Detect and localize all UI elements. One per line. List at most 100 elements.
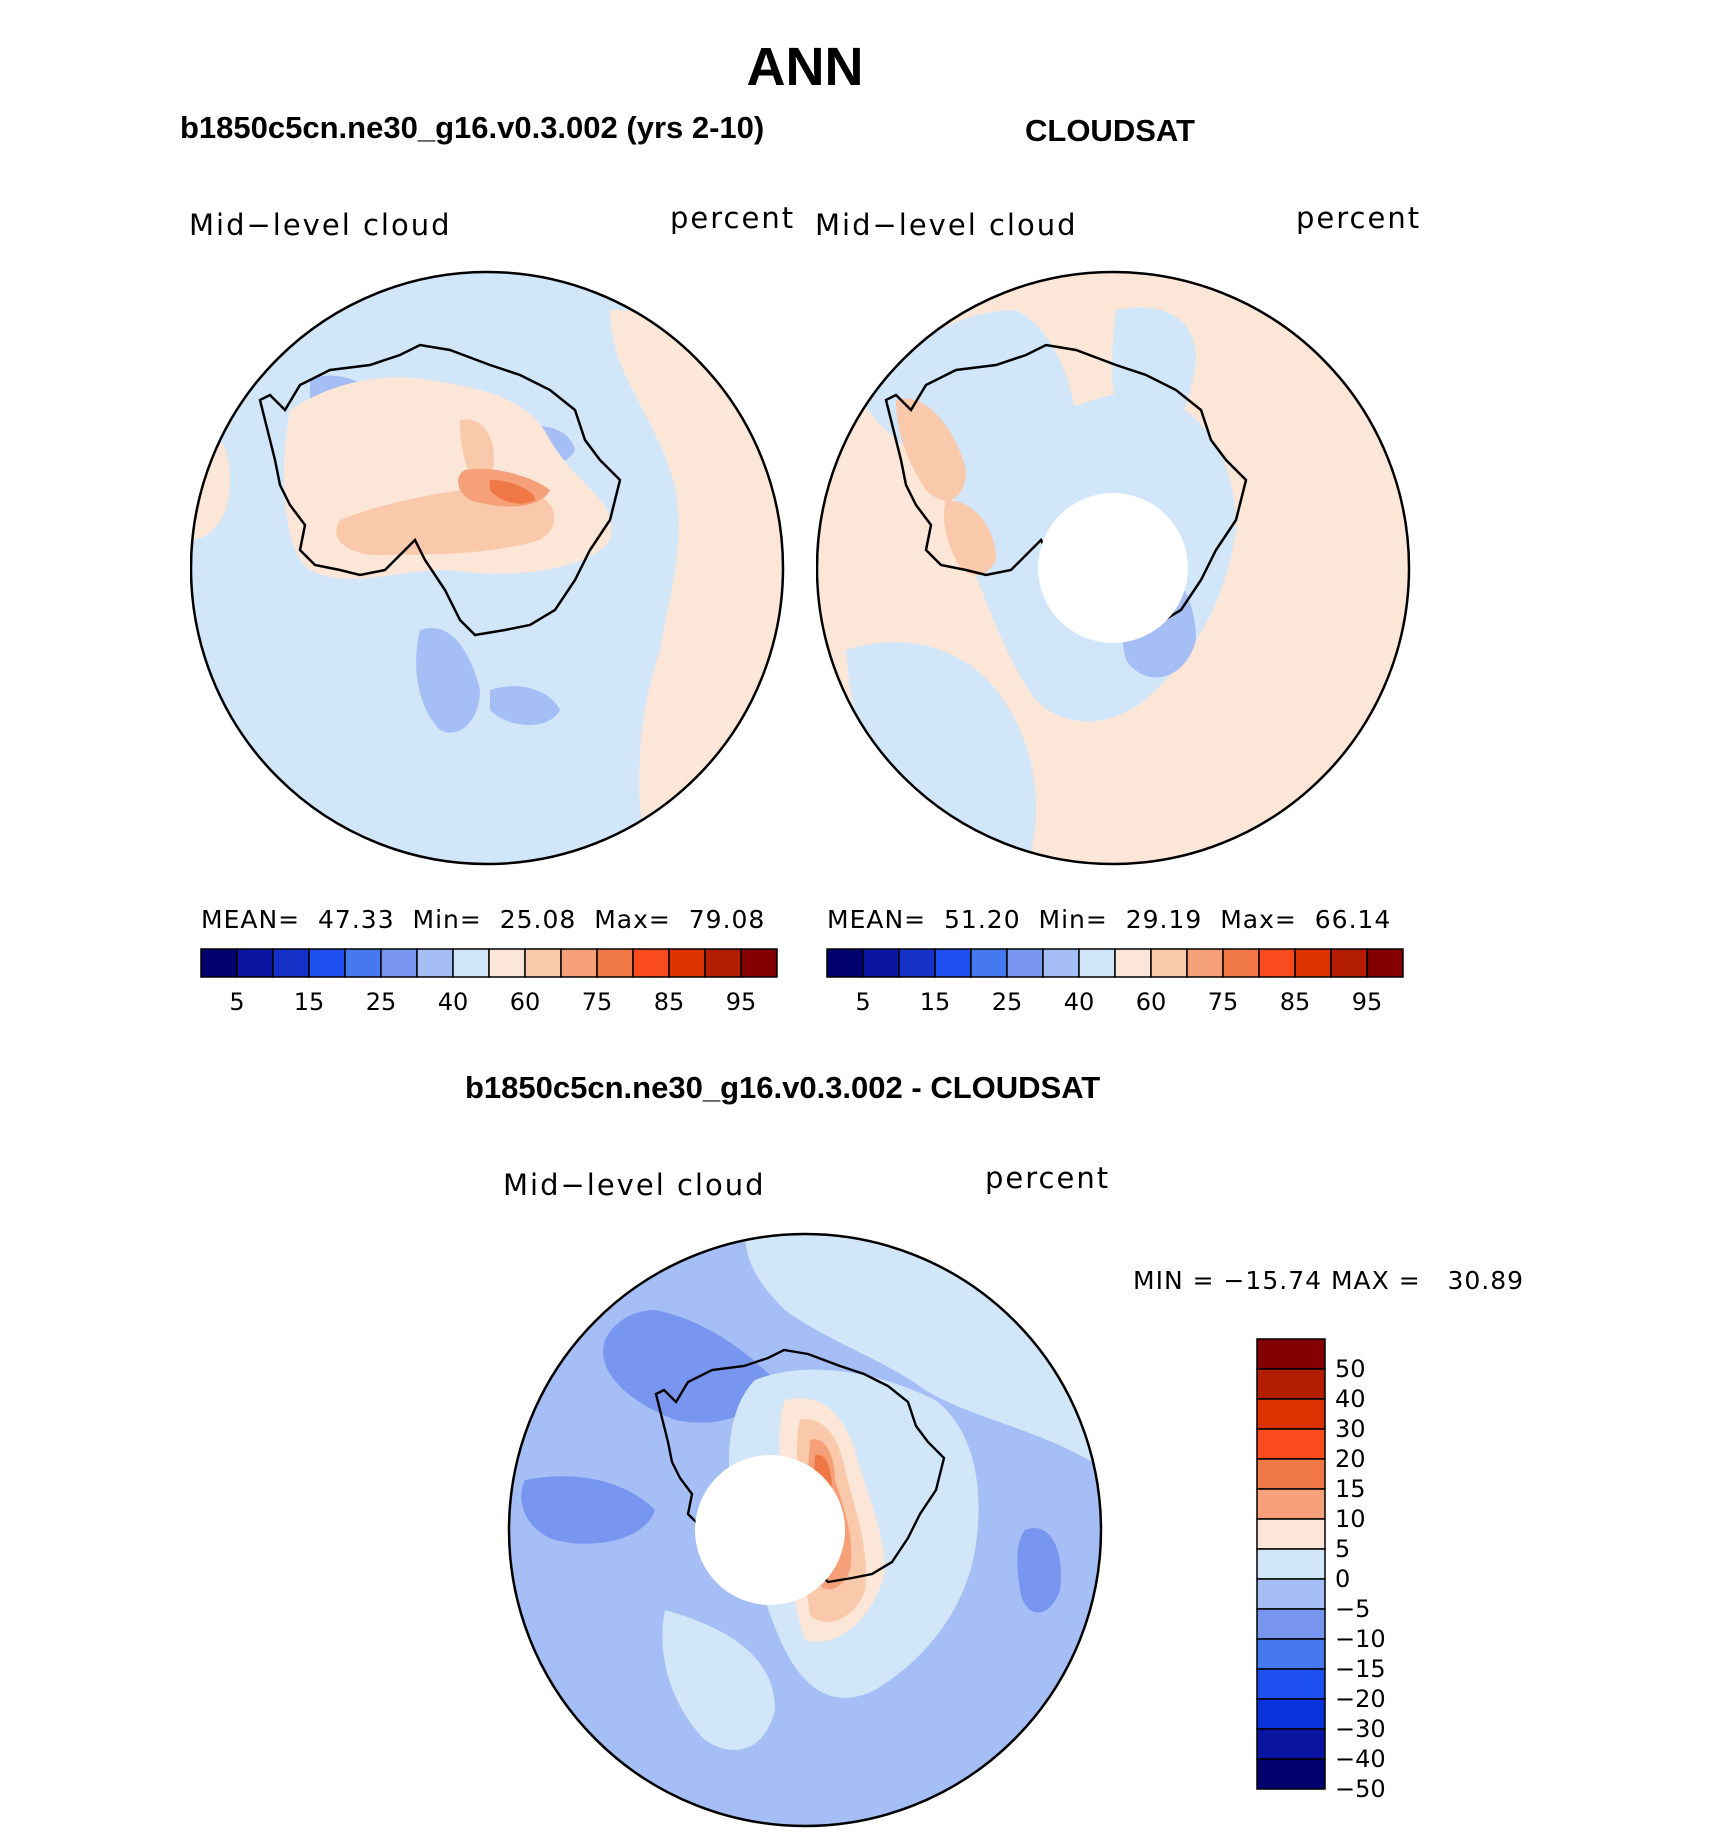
panel3-units-label: percent [985, 1161, 1111, 1195]
panel1-min-value: 25.08 [499, 905, 577, 934]
panel2-peninsula-patch-b [944, 500, 996, 575]
panel3-colorbar-swatch-1 [1256, 1368, 1326, 1400]
panel3-colorbar-swatch-2 [1256, 1398, 1326, 1430]
panel3-negative-patch-a [603, 1310, 775, 1423]
panel2-colorbar-swatch-2 [898, 948, 936, 978]
panel3-map-border [507, 1232, 1103, 1828]
panel2-colorbar-tick-label-4: 60 [1136, 988, 1167, 1016]
panel1-colorbar: 5 15 25 40 60 75 85 95 [200, 948, 778, 1016]
panel2-colorbar-swatch-12 [1258, 948, 1296, 978]
panel1-colorbar-tick-label-5: 75 [582, 988, 613, 1016]
panel3-variable-label: Mid−level cloud [503, 1168, 766, 1202]
panel1-colorbar-swatch-0 [200, 948, 238, 978]
panel3-colorbar-swatch-12 [1256, 1698, 1326, 1730]
panel2-colorbar-tick-label-6: 85 [1280, 988, 1311, 1016]
panel1-colorbar-swatch-1 [236, 948, 274, 978]
panel1-colorbar-tick-label-3: 40 [438, 988, 469, 1016]
panel1-colorbar-tick-label-1: 15 [294, 988, 325, 1016]
panel2-max-value: 66.14 [1314, 905, 1392, 934]
panel2-colorbar-swatch-6 [1042, 948, 1080, 978]
panel3-colorbar-swatch-13 [1256, 1728, 1326, 1760]
panel3-colorbar-tick-label-6: 5 [1335, 1535, 1350, 1563]
panel1-colorbar-swatch-8 [488, 948, 526, 978]
panel1-map [190, 270, 785, 866]
panel2-colorbar-swatch-3 [934, 948, 972, 978]
panel1-colorbar-swatch-5 [380, 948, 418, 978]
panel2-variable-label: Mid−level cloud [815, 208, 1078, 242]
panel1-max-label: Max= [594, 905, 671, 934]
figure-title: ANN [746, 37, 864, 97]
panel3-colorbar-tick-label-10: −15 [1335, 1655, 1386, 1683]
panel2-colorbar-swatch-1 [862, 948, 900, 978]
panel3-coastline [654, 1348, 946, 1584]
panel2-map [816, 270, 1411, 866]
panel2-colorbar-swatch-10 [1186, 948, 1224, 978]
panel2-mean-value: 51.20 [944, 905, 1021, 934]
panel2-colorbar-swatch-7 [1078, 948, 1116, 978]
panel3-colorbar-tick-label-13: −40 [1335, 1745, 1386, 1773]
panel3-colorbar-tick-label-0: 50 [1335, 1355, 1366, 1383]
panel1-colorbar-tick-label-7: 95 [726, 988, 757, 1016]
panel3-colorbar-tick-label-7: 0 [1335, 1565, 1350, 1593]
panel1-colorbar-swatch-13 [668, 948, 706, 978]
panel2-colorbar-swatch-11 [1222, 948, 1260, 978]
panel1-mean-label: MEAN= [201, 905, 301, 934]
panel3-colorbar-swatch-6 [1256, 1518, 1326, 1550]
panel2-colorbar-swatch-9 [1150, 948, 1188, 978]
panel3-light-blue-south [662, 1610, 775, 1750]
panel2-map-border [816, 270, 1411, 866]
panel2-mean-label: MEAN= [827, 905, 927, 934]
panel3-colorbar-swatch-4 [1256, 1458, 1326, 1490]
panel3-negative-patch-c [1017, 1528, 1061, 1613]
panel3-colorbar-swatch-10 [1256, 1638, 1326, 1670]
panel3-colorbar-tick-label-1: 40 [1335, 1385, 1366, 1413]
panel2-colorbar-tick-label-2: 25 [992, 988, 1023, 1016]
panel3-colorbar-swatch-9 [1256, 1608, 1326, 1640]
panel1-colorbar-swatch-10 [560, 948, 598, 978]
panel3-colorbar-swatch-14 [1256, 1758, 1326, 1790]
panel3-colorbar-tick-label-11: −20 [1335, 1685, 1386, 1713]
panel1-negative-patch-c [490, 686, 560, 725]
panel3-colorbar-tick-label-3: 20 [1335, 1445, 1366, 1473]
panel3-colorbar-tick-label-8: −5 [1335, 1595, 1370, 1623]
panel3-colorbar-tick-label-2: 30 [1335, 1415, 1366, 1443]
panel2-stats: MEAN= 51.20 Min= 29.19 Max= 66.14 [827, 905, 1391, 934]
panel2-max-label: Max= [1220, 905, 1297, 934]
panel2-colorbar-tick-label-7: 95 [1352, 988, 1383, 1016]
panel1-variable-label: Mid−level cloud [189, 208, 452, 242]
panel1-peak-inner [490, 480, 535, 504]
panel2-polar-gap [1038, 493, 1188, 643]
panel3-colorbar-swatch-3 [1256, 1428, 1326, 1460]
panel3-negative-patch-b [521, 1476, 655, 1544]
panel1-colorbar-swatch-11 [596, 948, 634, 978]
panel3-colorbar-swatch-11 [1256, 1668, 1326, 1700]
panel3-colorbar-tick-label-5: 10 [1335, 1505, 1366, 1533]
panel2-colorbar-tick-label-0: 5 [855, 988, 870, 1016]
panel1-colorbar-swatch-15 [740, 948, 778, 978]
panel1-colorbar-swatch-14 [704, 948, 742, 978]
panel1-colorbar-tick-label-2: 25 [366, 988, 397, 1016]
panel1-min-label: Min= [412, 905, 482, 934]
panel1-colorbar-swatch-12 [632, 948, 670, 978]
panel1-colorbar-swatch-9 [524, 948, 562, 978]
panel2-colorbar-swatch-8 [1114, 948, 1152, 978]
panel3-colorbar-swatch-7 [1256, 1548, 1326, 1580]
panel2-units-label: percent [1296, 201, 1422, 235]
panel2-min-value: 29.19 [1125, 905, 1203, 934]
panel3-map [507, 1232, 1103, 1828]
panel2-colorbar-swatch-4 [970, 948, 1008, 978]
panel1-colorbar-swatch-2 [272, 948, 310, 978]
panel1-units-label: percent [670, 201, 796, 235]
panel2-colorbar-swatch-14 [1330, 948, 1368, 978]
panel1-mean-value: 47.33 [318, 905, 395, 934]
panel1-colorbar-swatch-3 [308, 948, 346, 978]
panel1-colorbar-swatch-7 [452, 948, 490, 978]
panel1-colorbar-swatch-4 [344, 948, 382, 978]
panel3-polar-gap [695, 1455, 845, 1605]
panel2-colorbar-tick-label-5: 75 [1208, 988, 1239, 1016]
panel2-blue-patch-south [846, 642, 1036, 864]
panel2-peninsula-patch [896, 398, 966, 501]
panel3-title: b1850c5cn.ne30_g16.v0.3.002 - CLOUDSAT [465, 1070, 1101, 1105]
panel2-min-label: Min= [1038, 905, 1108, 934]
panel3-colorbar-swatch-0 [1256, 1338, 1326, 1370]
